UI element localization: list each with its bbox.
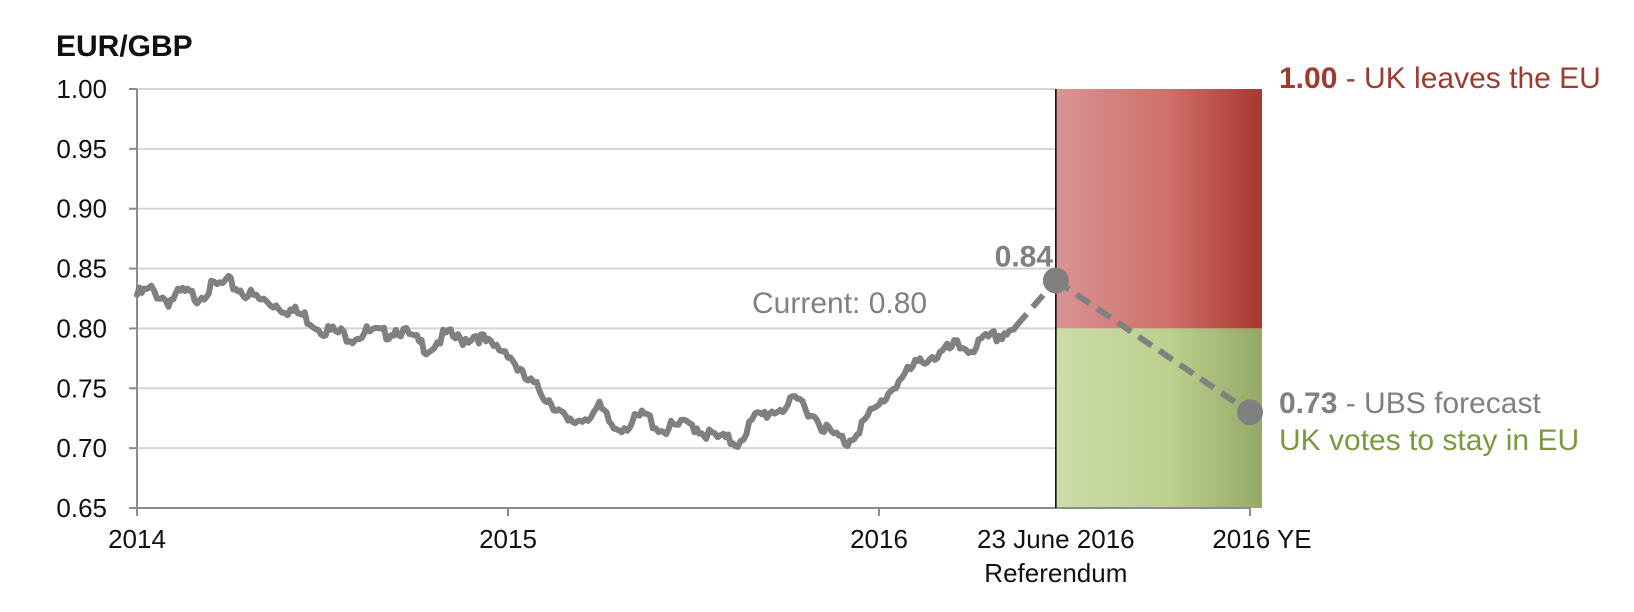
grid-lines bbox=[136, 88, 1251, 509]
x-tick-label: 2014 bbox=[108, 524, 166, 554]
scenario-tick-label: 2016 YE bbox=[1212, 524, 1311, 554]
forecast-value: 0.73 bbox=[1279, 387, 1337, 420]
scenario-tick-sublabel: Referendum bbox=[984, 558, 1127, 588]
referendum-point bbox=[1042, 267, 1069, 294]
y-tick-label: 0.90 bbox=[56, 194, 107, 224]
forecast-annotation: 0.73 - UBS forecast bbox=[1279, 387, 1541, 420]
data-points: 0.84 bbox=[995, 241, 1263, 426]
forecast-dashed-line bbox=[1054, 278, 1252, 415]
referendum-point-label: 0.84 bbox=[995, 241, 1054, 274]
y-tick-label: 0.75 bbox=[56, 373, 107, 403]
forecast-label: - UBS forecast bbox=[1337, 387, 1541, 420]
scenario-bands bbox=[1055, 89, 1262, 508]
band-stay bbox=[1055, 328, 1262, 508]
y-tick-label: 1.00 bbox=[56, 74, 107, 104]
y-tick-label: 0.65 bbox=[56, 493, 107, 523]
y-tick-label: 0.80 bbox=[56, 313, 107, 343]
x-axis-ticks: 2014 2015 2016 23 June 2016 Referendum 2016 Y… bbox=[108, 508, 1312, 588]
y-tick-label: 0.70 bbox=[56, 433, 107, 463]
leave-label: - UK leaves the EU bbox=[1337, 62, 1600, 95]
y-axis-ticks: 1.00 0.95 0.90 0.85 0.80 0.75 0.70 0.65 bbox=[56, 74, 137, 523]
scenario-tick-label: 23 June 2016 bbox=[977, 524, 1135, 554]
chart-title: EUR/GBP bbox=[56, 30, 193, 63]
band-leave bbox=[1055, 89, 1262, 329]
eur-gbp-history-line bbox=[134, 272, 1020, 450]
y-tick-label: 0.95 bbox=[56, 134, 107, 164]
stay-annotation: UK votes to stay in EU bbox=[1279, 424, 1579, 457]
x-tick-label: 2015 bbox=[479, 524, 537, 554]
year-end-point bbox=[1236, 399, 1263, 426]
leave-annotation: 1.00 - UK leaves the EU bbox=[1279, 62, 1601, 95]
leave-value: 1.00 bbox=[1279, 62, 1337, 95]
y-tick-label: 0.85 bbox=[56, 254, 107, 284]
x-tick-label: 2016 bbox=[850, 524, 908, 554]
current-value-annotation: Current: 0.80 bbox=[752, 287, 927, 320]
